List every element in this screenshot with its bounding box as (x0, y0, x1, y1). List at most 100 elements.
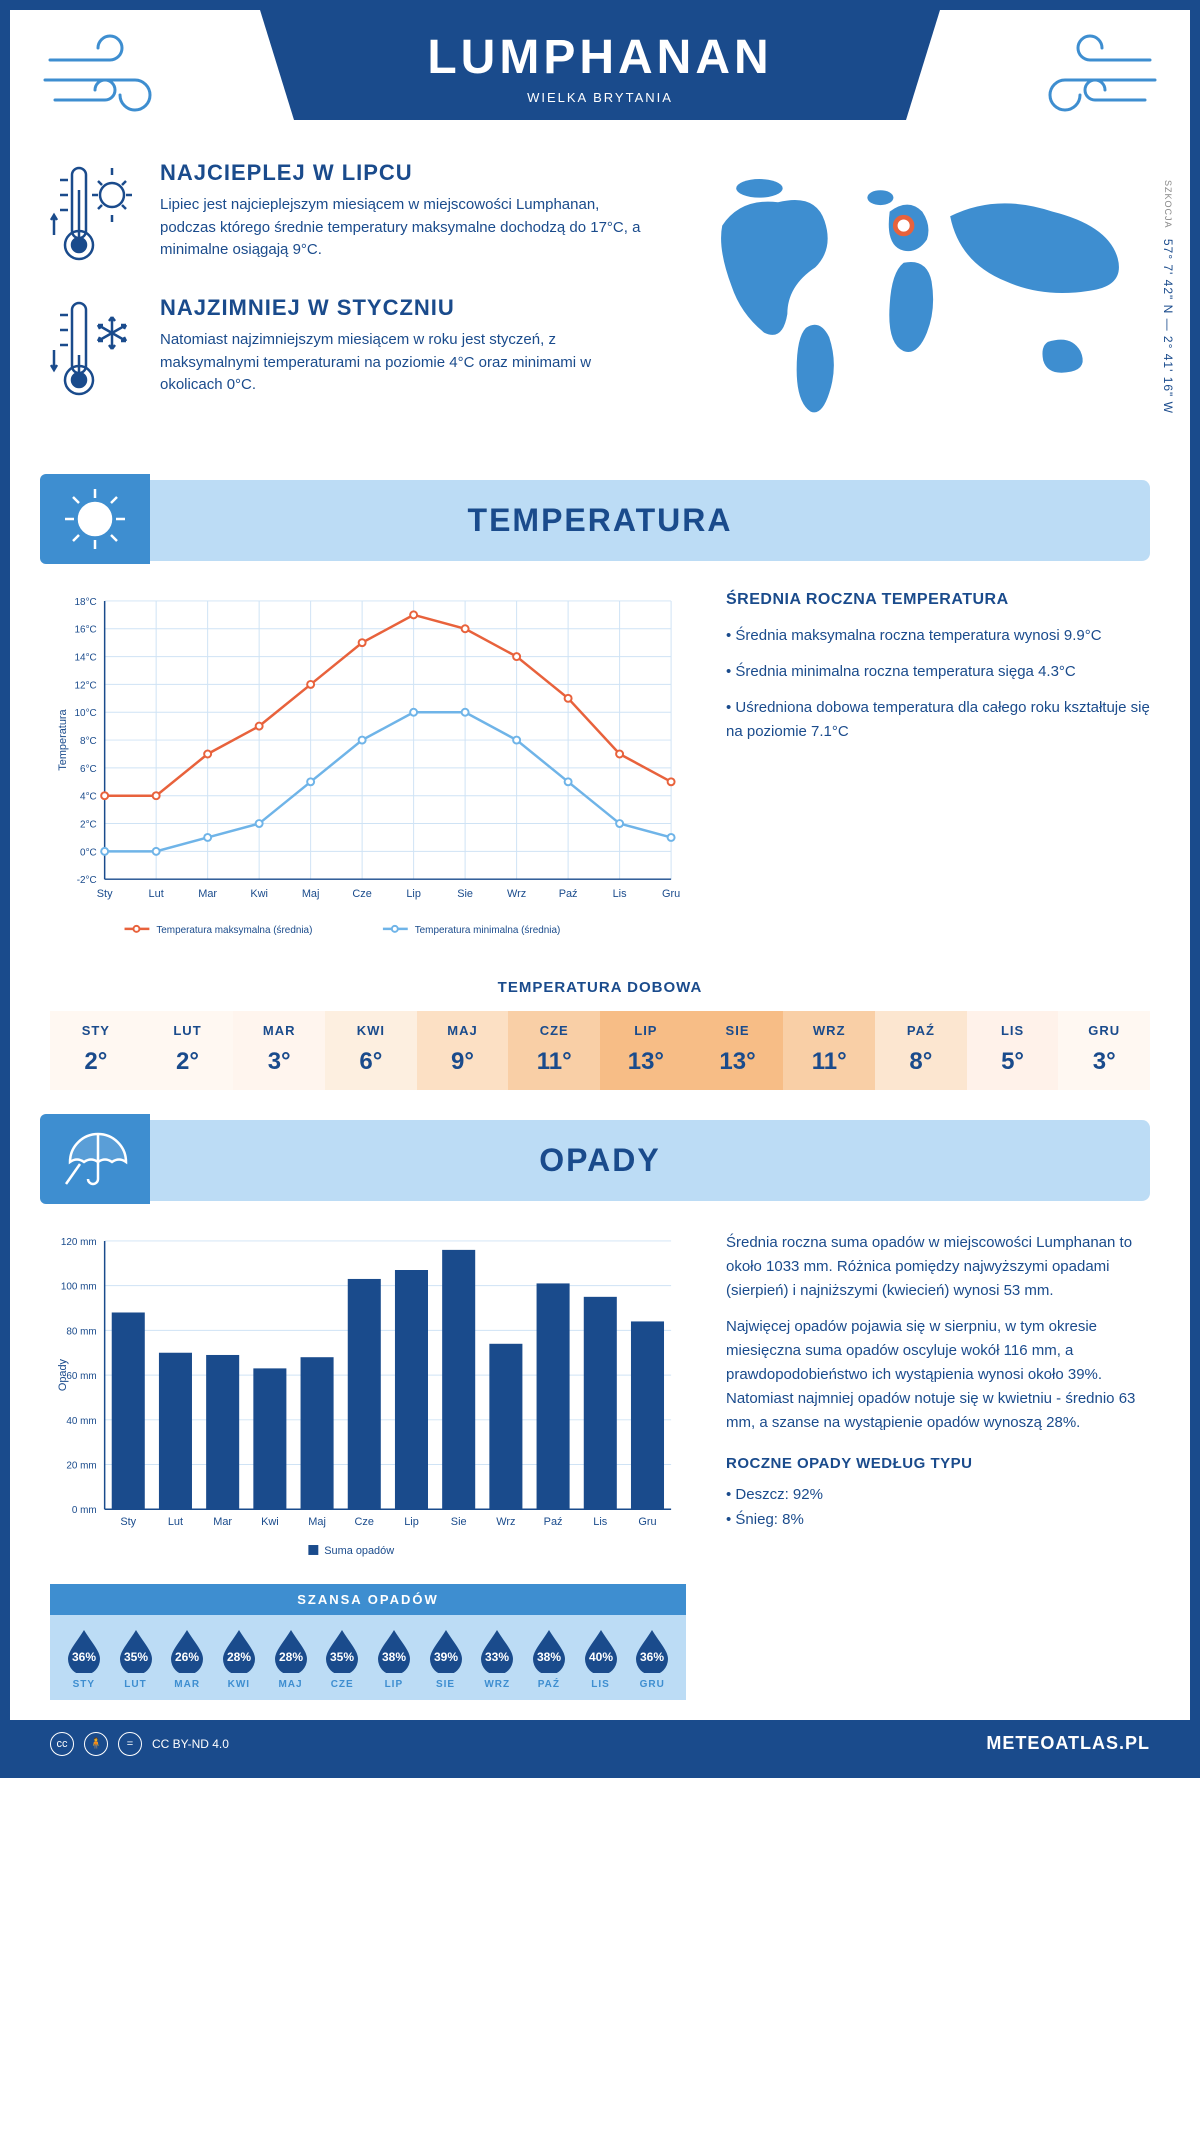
svg-text:20 mm: 20 mm (66, 1460, 96, 1471)
temperature-text: ŚREDNIA ROCZNA TEMPERATURA • Średnia mak… (726, 591, 1150, 949)
month-label: CZE (508, 1023, 600, 1038)
chance-cell: 38%PAŹ (523, 1627, 575, 1690)
daily-value: 3° (233, 1048, 325, 1076)
by-icon: 🧍 (84, 1732, 108, 1756)
bar-chart: 0 mm20 mm40 mm60 mm80 mm100 mm120 mmStyL… (50, 1231, 686, 1569)
month-label: LUT (142, 1023, 234, 1038)
svg-text:Paź: Paź (559, 888, 578, 900)
drop-icon: 40% (581, 1627, 621, 1673)
temperature-body: -2°C0°C2°C4°C6°C8°C10°C12°C14°C16°C18°CS… (10, 591, 1190, 969)
month-label: MAJ (265, 1679, 317, 1690)
drop-icon: 38% (374, 1627, 414, 1673)
fact-text: Natomiast najzimniejszym miesiącem w rok… (160, 329, 655, 397)
map-column: SZKOCJA 57° 7' 42" N — 2° 41' 16" W (685, 160, 1150, 440)
chance-cell: 28% MAJ (265, 1627, 317, 1690)
svg-text:Temperatura maksymalna (średni: Temperatura maksymalna (średnia) (156, 925, 312, 936)
svg-text:-2°C: -2°C (77, 875, 97, 886)
svg-text:Mar: Mar (213, 1516, 232, 1528)
svg-text:16°C: 16°C (75, 625, 97, 636)
drop-icon: 33% (477, 1627, 517, 1673)
title-banner: LUMPHANAN WIELKA BRYTANIA (260, 10, 940, 120)
brand-text: METEOATLAS.PL (986, 1733, 1150, 1754)
type-snow: • Śnieg: 8% (726, 1507, 1150, 1533)
svg-text:40 mm: 40 mm (66, 1416, 96, 1427)
svg-text:120 mm: 120 mm (61, 1237, 97, 1248)
drop-icon: 26% (167, 1627, 207, 1673)
svg-text:Gru: Gru (638, 1516, 656, 1528)
month-label: WRZ (471, 1679, 523, 1690)
chance-row: 36%STY35%LUT26%MAR28%KWI28%MAJ35%CZE38%L… (50, 1615, 686, 1700)
month-label: MAJ (417, 1023, 509, 1038)
month-label: MAR (161, 1679, 213, 1690)
thermometer-sun-icon (50, 160, 140, 270)
daily-cell: SIE13° (692, 1011, 784, 1090)
chance-cell: 28% KWI (213, 1627, 265, 1690)
svg-text:Opady: Opady (57, 1358, 69, 1391)
svg-text:Lut: Lut (149, 888, 164, 900)
temp-bullets: • Średnia maksymalna roczna temperatura … (726, 624, 1150, 744)
daily-cell: LIS5° (967, 1011, 1059, 1090)
fact-coldest: NAJZIMNIEJ W STYCZNIU Natomiast najzimni… (50, 295, 655, 405)
svg-text:35%: 35% (123, 1650, 147, 1664)
drop-icon: 36% (632, 1627, 672, 1673)
month-label: KWI (213, 1679, 265, 1690)
precip-text: Średnia roczna suma opadów w miejscowośc… (726, 1231, 1150, 1700)
drop-icon: 28% (219, 1627, 259, 1673)
daily-value: 5° (967, 1048, 1059, 1076)
svg-text:Cze: Cze (352, 888, 371, 900)
fact-title: NAJCIEPLEJ W LIPCU (160, 160, 655, 186)
svg-text:Sie: Sie (457, 888, 473, 900)
month-label: LUT (110, 1679, 162, 1690)
temperature-section-header: TEMPERATURA (50, 480, 1150, 561)
country-subtitle: WIELKA BRYTANIA (260, 90, 940, 105)
daily-cell: WRZ11° (783, 1011, 875, 1090)
svg-text:0 mm: 0 mm (72, 1505, 97, 1516)
chance-box: SZANSA OPADÓW 36%STY35%LUT26%MAR28%KWI28… (50, 1584, 686, 1700)
temp-text-title: ŚREDNIA ROCZNA TEMPERATURA (726, 591, 1150, 609)
drop-icon: 39% (426, 1627, 466, 1673)
temp-bullet: • Średnia minimalna roczna temperatura s… (726, 660, 1150, 684)
daily-temp-title: TEMPERATURA DOBOWA (10, 979, 1190, 996)
daily-cell: MAR3° (233, 1011, 325, 1090)
temperature-chart: -2°C0°C2°C4°C6°C8°C10°C12°C14°C16°C18°CS… (50, 591, 686, 949)
daily-value: 6° (325, 1048, 417, 1076)
svg-text:10°C: 10°C (75, 708, 97, 719)
svg-text:Sty: Sty (97, 888, 113, 900)
chance-cell: 35% LUT (110, 1627, 162, 1690)
month-label: GRU (626, 1679, 678, 1690)
svg-text:Sie: Sie (451, 1516, 467, 1528)
drop-icon: 28% (271, 1627, 311, 1673)
daily-value: 11° (508, 1048, 600, 1076)
svg-text:28%: 28% (227, 1650, 251, 1664)
chance-cell: 36% GRU (626, 1627, 678, 1690)
daily-temp-row: STY2°LUT2°MAR3°KWI6°MAJ9°CZE11°LIP13°SIE… (50, 1011, 1150, 1090)
umbrella-icon (40, 1114, 150, 1204)
daily-value: 11° (783, 1048, 875, 1076)
nd-icon: = (118, 1732, 142, 1756)
svg-text:Mar: Mar (198, 888, 217, 900)
fact-content: NAJZIMNIEJ W STYCZNIU Natomiast najzimni… (160, 295, 655, 405)
cc-icon: cc (50, 1732, 74, 1756)
license-block: cc 🧍 = CC BY-ND 4.0 (50, 1732, 229, 1756)
precip-chart: 0 mm20 mm40 mm60 mm80 mm100 mm120 mmStyL… (50, 1231, 686, 1700)
line-chart: -2°C0°C2°C4°C6°C8°C10°C12°C14°C16°C18°CS… (50, 591, 686, 949)
wind-icon (1020, 30, 1160, 130)
svg-text:Lis: Lis (613, 888, 628, 900)
fact-title: NAJZIMNIEJ W STYCZNIU (160, 295, 655, 321)
svg-text:Kwi: Kwi (250, 888, 268, 900)
chance-cell: 36%STY (58, 1627, 110, 1690)
svg-text:18°C: 18°C (75, 597, 97, 608)
precip-section-header: OPADY (50, 1120, 1150, 1201)
precip-body: 0 mm20 mm40 mm60 mm80 mm100 mm120 mmStyL… (10, 1231, 1190, 1720)
chance-cell: 33% WRZ (471, 1627, 523, 1690)
types-title: ROCZNE OPADY WEDŁUG TYPU (726, 1455, 1150, 1472)
wind-icon (40, 30, 180, 130)
svg-text:36%: 36% (640, 1650, 664, 1664)
svg-text:Suma opadów: Suma opadów (324, 1545, 394, 1557)
daily-value: 8° (875, 1048, 967, 1076)
location-title: LUMPHANAN (260, 30, 940, 85)
thermometer-snow-icon (50, 295, 140, 405)
svg-text:Paź: Paź (544, 1516, 563, 1528)
chance-cell: 26% MAR (161, 1627, 213, 1690)
svg-text:6°C: 6°C (80, 764, 97, 775)
